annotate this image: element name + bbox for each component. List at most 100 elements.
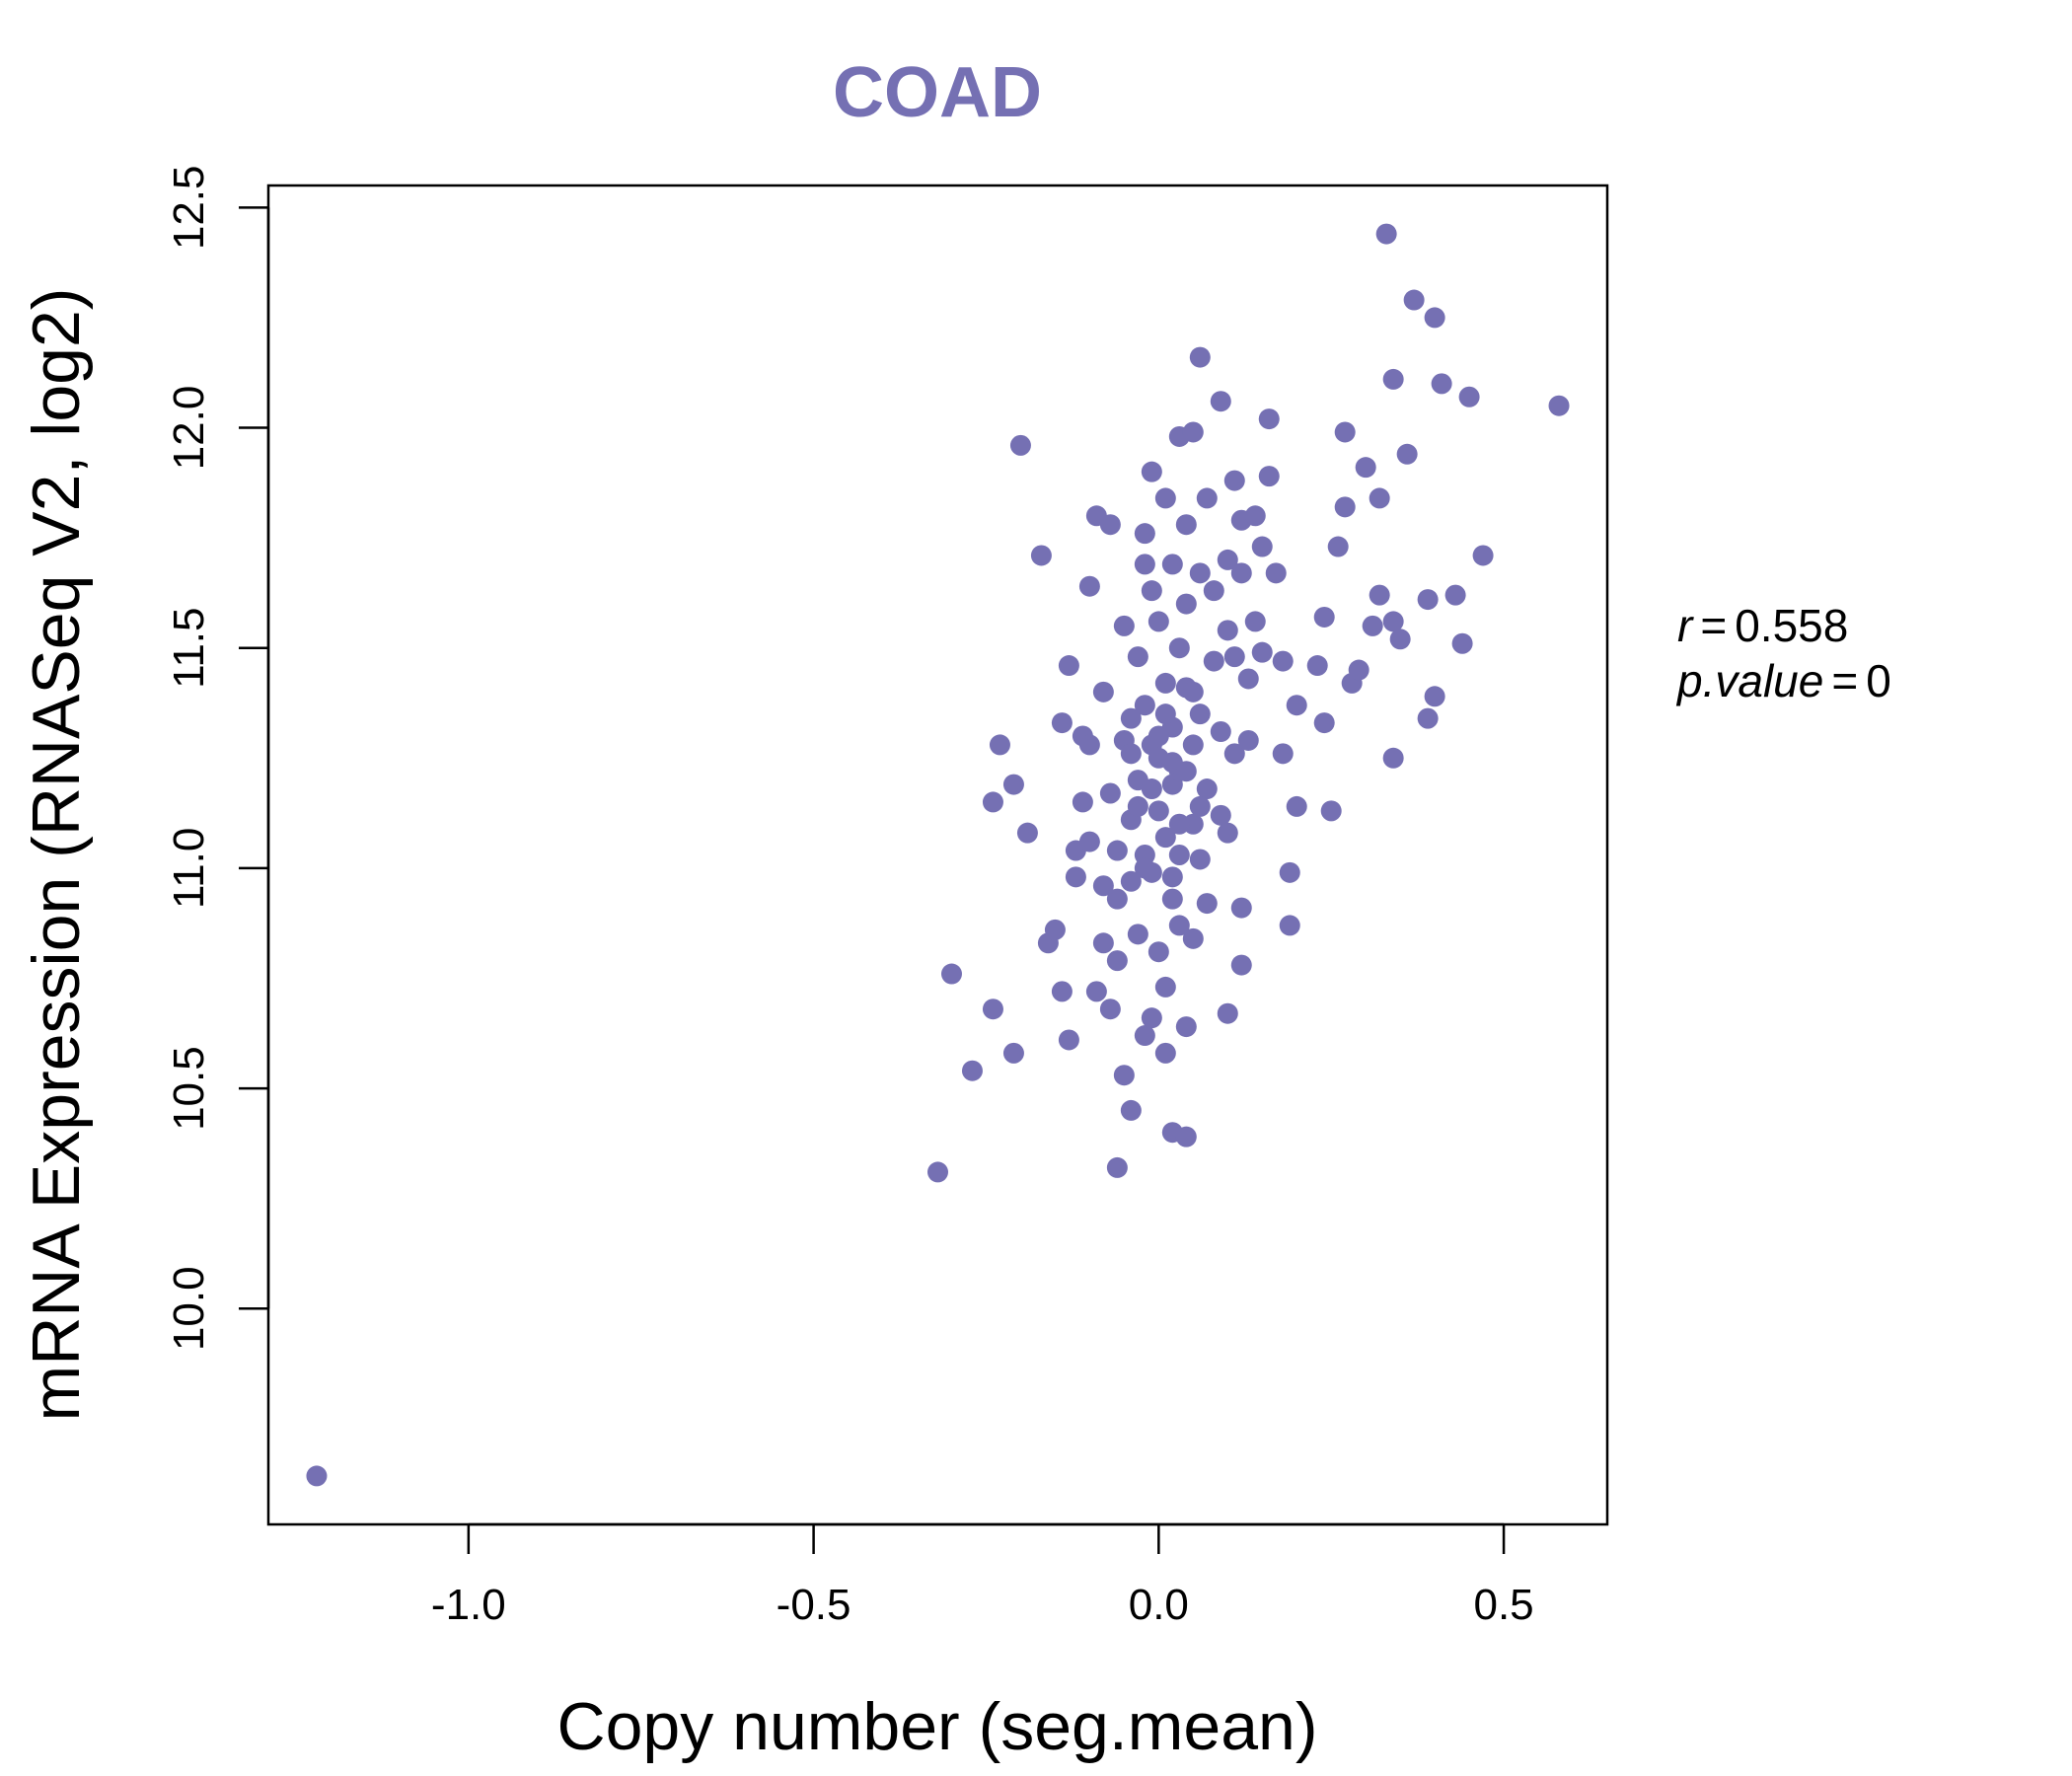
data-point <box>1127 795 1148 817</box>
data-point <box>1161 554 1183 575</box>
data-point <box>1120 1099 1142 1121</box>
x-tick-label: 0.5 <box>1473 1581 1533 1629</box>
data-point <box>1092 875 1114 897</box>
data-point <box>1154 672 1176 694</box>
data-point <box>1099 999 1121 1020</box>
data-point <box>1189 703 1211 725</box>
correlation-annotation: r = 0.558 <box>1677 600 1848 651</box>
data-point <box>1127 924 1148 945</box>
data-point <box>1106 888 1128 910</box>
x-axis-title: Copy number (seg.mean) <box>556 1689 1317 1764</box>
data-point <box>1009 434 1031 456</box>
data-point <box>1313 712 1335 734</box>
data-point <box>1189 795 1211 817</box>
y-axis: 10.0 10.5 11.0 11.5 12.0 12.5 <box>165 165 270 1351</box>
data-point <box>1175 761 1197 782</box>
data-point <box>1217 822 1238 844</box>
data-point <box>1002 774 1024 795</box>
data-point <box>1258 408 1280 430</box>
data-point <box>1168 813 1190 835</box>
data-point <box>1147 800 1169 822</box>
data-point <box>1120 870 1142 892</box>
r-equals: = <box>1700 600 1727 651</box>
data-point <box>306 1465 328 1487</box>
x-tick-label: -0.5 <box>777 1581 851 1629</box>
data-point <box>1189 562 1211 584</box>
data-point <box>1106 950 1128 972</box>
data-point <box>1382 611 1404 632</box>
data-point <box>1154 827 1176 849</box>
data-point <box>1168 845 1190 865</box>
data-point <box>1134 857 1155 879</box>
data-point <box>1175 514 1197 536</box>
data-point <box>1168 915 1190 936</box>
data-point <box>1382 747 1404 769</box>
data-point <box>1175 593 1197 615</box>
data-point <box>1272 743 1294 765</box>
p-value: 0 <box>1866 655 1891 706</box>
chart-title: COAD <box>833 53 1042 132</box>
data-point <box>1203 580 1224 602</box>
data-point <box>1134 1025 1155 1047</box>
data-point <box>1078 575 1100 597</box>
data-point <box>1286 695 1307 716</box>
data-point <box>1154 976 1176 998</box>
data-point <box>1127 646 1148 668</box>
data-point <box>1051 712 1073 734</box>
data-point <box>1244 611 1266 632</box>
data-point <box>1161 888 1183 910</box>
data-point <box>1230 897 1252 919</box>
data-point <box>1244 505 1266 527</box>
data-point <box>940 963 962 985</box>
data-point <box>1120 707 1142 729</box>
data-point <box>1327 536 1349 557</box>
data-point <box>1223 743 1245 765</box>
data-point <box>1106 1156 1128 1178</box>
data-point <box>1161 866 1183 888</box>
data-point <box>1182 927 1204 949</box>
data-point <box>1051 981 1073 1002</box>
y-tick-label: 12.0 <box>165 386 213 471</box>
data-point <box>1078 734 1100 756</box>
data-point <box>1472 545 1494 566</box>
data-point <box>1092 681 1114 703</box>
data-point <box>1154 487 1176 509</box>
data-point <box>1417 707 1439 729</box>
data-point <box>1230 954 1252 976</box>
data-point <box>1113 1065 1135 1086</box>
data-point <box>1154 1042 1176 1064</box>
data-point <box>1265 562 1287 584</box>
data-point <box>1548 395 1570 416</box>
data-point <box>1196 893 1218 915</box>
data-point <box>927 1161 948 1183</box>
data-point <box>1113 615 1135 636</box>
data-point <box>1223 646 1245 668</box>
data-point <box>1272 650 1294 672</box>
data-point <box>1375 223 1397 245</box>
data-point <box>1237 668 1259 690</box>
data-point <box>1072 791 1093 813</box>
data-point <box>1141 580 1162 602</box>
data-point <box>1210 391 1231 412</box>
y-tick-label: 11.0 <box>165 828 213 909</box>
data-point <box>1099 782 1121 804</box>
data-point <box>1217 549 1238 570</box>
y-tick-label: 10.5 <box>165 1046 213 1131</box>
data-point <box>1182 421 1204 443</box>
data-point <box>1334 421 1356 443</box>
data-point <box>1189 346 1211 368</box>
data-point <box>1203 650 1224 672</box>
data-point <box>1458 386 1480 407</box>
data-point <box>1058 655 1079 677</box>
data-point <box>1189 849 1211 870</box>
data-point <box>1141 1007 1162 1029</box>
data-point <box>1099 514 1121 536</box>
data-point <box>1210 804 1231 826</box>
data-point <box>1058 1029 1079 1051</box>
data-point <box>1279 915 1300 936</box>
data-point <box>1092 932 1114 954</box>
data-point <box>1237 729 1259 751</box>
data-point <box>1065 866 1086 888</box>
data-point <box>1348 659 1369 681</box>
